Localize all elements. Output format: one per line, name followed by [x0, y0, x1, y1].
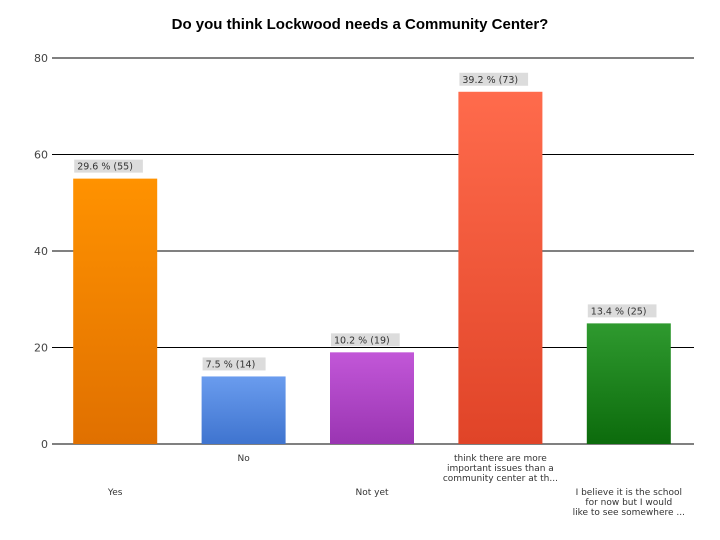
- y-tick-label: 60: [34, 149, 48, 162]
- x-tick-label: important issues than a: [447, 464, 554, 474]
- chart-title: Do you think Lockwood needs a Community …: [172, 16, 549, 33]
- data-label: 39.2 % (73): [462, 75, 518, 86]
- y-tick-label: 80: [34, 52, 48, 65]
- x-tick-label: like to see somewhere ...: [573, 508, 685, 518]
- data-label: 7.5 % (14): [206, 359, 256, 370]
- x-tick-label: I believe it is the school: [576, 488, 682, 498]
- x-tick-label: Not yet: [355, 488, 388, 498]
- x-axis: Yes No Not yet think there are moreimportan…: [107, 454, 685, 518]
- data-label-background: [74, 159, 143, 173]
- data-label: 29.6 % (55): [77, 162, 133, 173]
- bar: [73, 178, 158, 444]
- data-label: 13.4 % (25): [591, 306, 647, 317]
- data-label-background: [587, 304, 657, 318]
- x-tick-label: think there are more: [454, 454, 547, 464]
- bars: [73, 91, 671, 445]
- y-tick-label: 40: [34, 245, 48, 258]
- y-tick-label: 0: [41, 438, 48, 451]
- x-tick-label: Yes: [107, 488, 123, 498]
- data-label: 10.2 % (19): [334, 335, 390, 346]
- x-tick-label: No: [237, 454, 250, 464]
- data-labels: 29.6 % (55) 7.5 % (14) 10.2 % (19) 39.2 % (…: [74, 72, 657, 371]
- data-label-background: [331, 333, 400, 347]
- x-tick-label: for now but I would: [585, 498, 672, 508]
- bar: [586, 323, 671, 444]
- x-tick-label: community center at th...: [443, 474, 558, 484]
- data-label-background: [459, 72, 529, 86]
- y-axis: 0 20 40 60 80: [34, 52, 48, 451]
- data-label-background: [202, 357, 266, 371]
- bar: [330, 352, 414, 444]
- y-tick-label: 20: [34, 342, 48, 355]
- bar: [458, 91, 543, 445]
- bar: [201, 376, 286, 444]
